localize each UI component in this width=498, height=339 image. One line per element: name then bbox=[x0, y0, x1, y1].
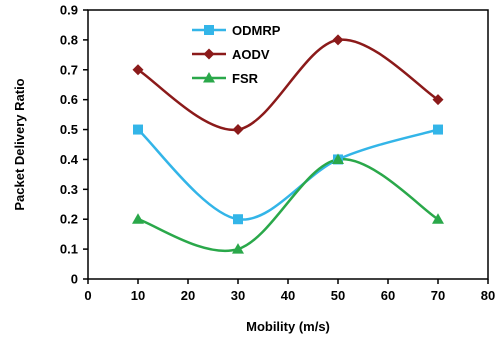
x-axis-ticks: 0 10 20 30 40 50 60 70 80 bbox=[84, 279, 495, 303]
legend-marker-odmrp bbox=[204, 25, 214, 35]
data-point-odmrp bbox=[233, 214, 243, 225]
x-tick-label: 80 bbox=[481, 288, 495, 303]
series-markers bbox=[132, 34, 444, 254]
x-tick-label: 40 bbox=[281, 288, 295, 303]
x-tick-label: 70 bbox=[431, 288, 445, 303]
data-point-fsr bbox=[332, 153, 344, 164]
series-lines bbox=[137, 38, 439, 253]
x-tick-label: 30 bbox=[231, 288, 245, 303]
legend-label-aodv: AODV bbox=[232, 47, 270, 62]
legend-marker-aodv bbox=[203, 48, 215, 60]
y-tick-label: 0 bbox=[71, 272, 78, 287]
legend: ODMRP AODV FSR bbox=[192, 23, 281, 86]
data-point-aodv bbox=[432, 94, 444, 106]
y-tick-label: 0.2 bbox=[60, 212, 78, 227]
legend-label-odmrp: ODMRP bbox=[232, 23, 281, 38]
x-tick-label: 50 bbox=[331, 288, 345, 303]
data-point-odmrp bbox=[433, 124, 443, 135]
data-point-fsr bbox=[432, 213, 444, 224]
y-tick-label: 0.9 bbox=[60, 3, 78, 18]
plot-frame bbox=[87, 9, 489, 280]
series-line-aodv bbox=[137, 38, 439, 131]
y-tick-label: 0.1 bbox=[60, 242, 78, 257]
y-tick-label: 0.5 bbox=[60, 122, 78, 137]
data-point-aodv bbox=[332, 34, 344, 46]
legend-marker-fsr bbox=[203, 72, 215, 83]
x-axis-title: Mobility (m/s) bbox=[246, 319, 330, 334]
y-axis-title: Packet Delivery Ratio bbox=[12, 78, 27, 210]
x-tick-label: 10 bbox=[131, 288, 145, 303]
y-tick-label: 0.8 bbox=[60, 32, 78, 47]
legend-label-fsr: FSR bbox=[232, 71, 259, 86]
y-tick-label: 0.4 bbox=[60, 152, 79, 167]
x-tick-label: 20 bbox=[181, 288, 195, 303]
y-tick-label: 0.6 bbox=[60, 92, 78, 107]
plot-border bbox=[87, 9, 489, 280]
data-point-odmrp bbox=[133, 124, 143, 135]
data-point-fsr bbox=[132, 213, 144, 224]
data-point-aodv bbox=[232, 124, 244, 136]
data-point-fsr bbox=[232, 243, 244, 254]
series-line-fsr bbox=[137, 158, 439, 253]
y-tick-label: 0.3 bbox=[60, 182, 78, 197]
data-point-aodv bbox=[132, 64, 144, 76]
x-tick-label: 0 bbox=[84, 288, 91, 303]
y-axis-ticks: 0 0.1 0.2 0.3 0.4 0.5 0.6 0.7 0.8 0.9 bbox=[60, 3, 88, 287]
x-tick-label: 60 bbox=[381, 288, 395, 303]
series-line-odmrp bbox=[137, 128, 439, 221]
y-tick-label: 0.7 bbox=[60, 62, 78, 77]
